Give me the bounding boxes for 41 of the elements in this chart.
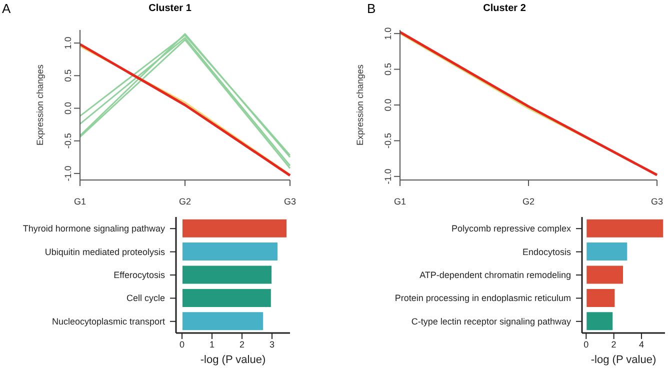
y-tick-label: 0.5	[63, 69, 74, 82]
y-tick-label: C-type lectin receptor signaling pathway	[411, 316, 572, 326]
x-tick-label: G1	[394, 196, 406, 206]
y-tick-label: -0.5	[383, 132, 394, 148]
x-tick-label: G3	[284, 196, 296, 206]
text: A	[2, 1, 11, 16]
x-tick-label: 2	[239, 339, 245, 350]
x-tick-label: G1	[74, 196, 86, 206]
x-tick-label: G2	[178, 196, 192, 206]
y-tick-label: Nucleocytoplasmic transport	[52, 316, 166, 326]
x-tick-label: 0	[584, 339, 589, 350]
x-tick-label: 4	[638, 339, 644, 350]
y-tick-label: Thyroid hormone signaling pathway	[22, 224, 166, 234]
x-tick-label: 3	[269, 339, 275, 350]
y-tick-label: 0.0	[383, 98, 394, 112]
y-axis-title: Expression changes	[35, 64, 46, 146]
y-tick-label: ATP-dependent chromatin remodeling	[420, 270, 571, 280]
y-tick-label: Ubiquitin mediated proteolysis	[44, 246, 166, 257]
y-tick-label: 1.0	[383, 27, 394, 40]
x-tick-label: 1	[209, 339, 215, 350]
x-tick-label: 2	[611, 339, 616, 350]
x-tick-label: G3	[650, 196, 664, 206]
y-tick-label: 0.5	[383, 63, 394, 76]
text: B	[367, 1, 376, 16]
y-axis-title: Expression changes	[355, 64, 366, 146]
x-tick-label: G2	[522, 196, 535, 206]
chart-title: Cluster 1	[148, 3, 192, 14]
y-tick-label: -1.0	[383, 168, 394, 184]
x-tick-label: 0	[179, 339, 185, 350]
y-tick-label: -0.5	[63, 133, 74, 149]
y-tick-label: Cell cycle	[126, 293, 165, 304]
y-tick-label: 0.0	[63, 102, 74, 115]
y-tick-label: -1.0	[63, 166, 74, 182]
y-tick-label: Efferocytosis	[114, 270, 166, 280]
y-tick-label: Protein processing in endoplasmic reticulum	[394, 293, 571, 304]
chart-title: Cluster 2	[483, 3, 526, 14]
y-tick-label: Endocytosis	[522, 246, 572, 257]
y-tick-label: 1.0	[63, 36, 74, 50]
y-tick-label: Polycomb repressive complex	[451, 224, 572, 234]
x-axis-title: -log (P value)	[590, 354, 656, 366]
x-axis-title: -log (P value)	[200, 354, 266, 366]
